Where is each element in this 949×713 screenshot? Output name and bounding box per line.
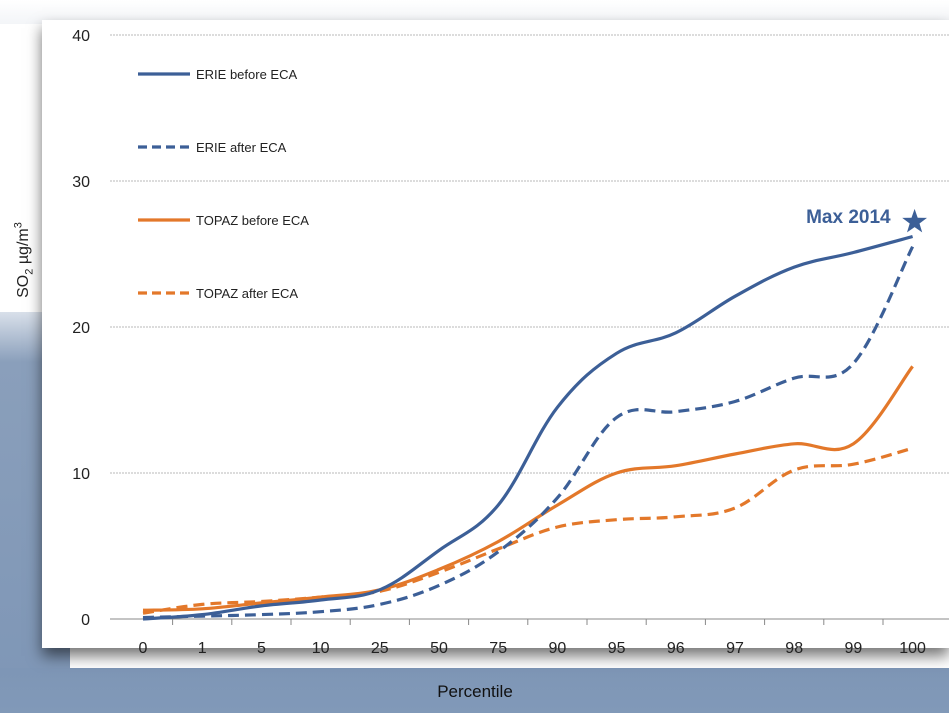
x-axis-label: Percentile <box>437 682 513 701</box>
y-tick-label: 0 <box>81 612 90 629</box>
x-tick-label: 95 <box>608 640 626 657</box>
series-line-topaz-before-eca <box>142 365 914 612</box>
series-line-erie-before-eca <box>142 234 914 621</box>
legend-label: ERIE before ECA <box>196 67 297 82</box>
x-tick-label: 0 <box>139 640 148 657</box>
x-tick-label: 99 <box>845 640 863 657</box>
background-bottom-panel <box>0 668 949 713</box>
x-tick-label: 5 <box>257 640 266 657</box>
x-tick-label: 100 <box>899 640 926 657</box>
y-tick-label: 20 <box>72 320 90 337</box>
x-tick-label: 96 <box>667 640 685 657</box>
x-tick-label: 10 <box>312 640 330 657</box>
y-tick-label: 30 <box>72 174 90 191</box>
y-tick-label: 10 <box>72 466 90 483</box>
y-tick-label: 40 <box>72 28 90 45</box>
x-tick-label: 90 <box>549 640 567 657</box>
legend-label: TOPAZ before ECA <box>196 213 309 228</box>
legend-label: ERIE after ECA <box>196 140 287 155</box>
star-icon <box>902 208 927 233</box>
x-tick-label: 25 <box>371 640 389 657</box>
x-tick-label: 75 <box>489 640 507 657</box>
legend-label: TOPAZ after ECA <box>196 286 298 301</box>
series-line-erie-after-eca <box>142 245 915 620</box>
x-tick-label: 50 <box>430 640 448 657</box>
x-tick-label: 97 <box>726 640 744 657</box>
x-tick-label: 1 <box>198 640 207 657</box>
x-tick-label: 98 <box>785 640 803 657</box>
annotation-label: Max 2014 <box>806 207 891 228</box>
